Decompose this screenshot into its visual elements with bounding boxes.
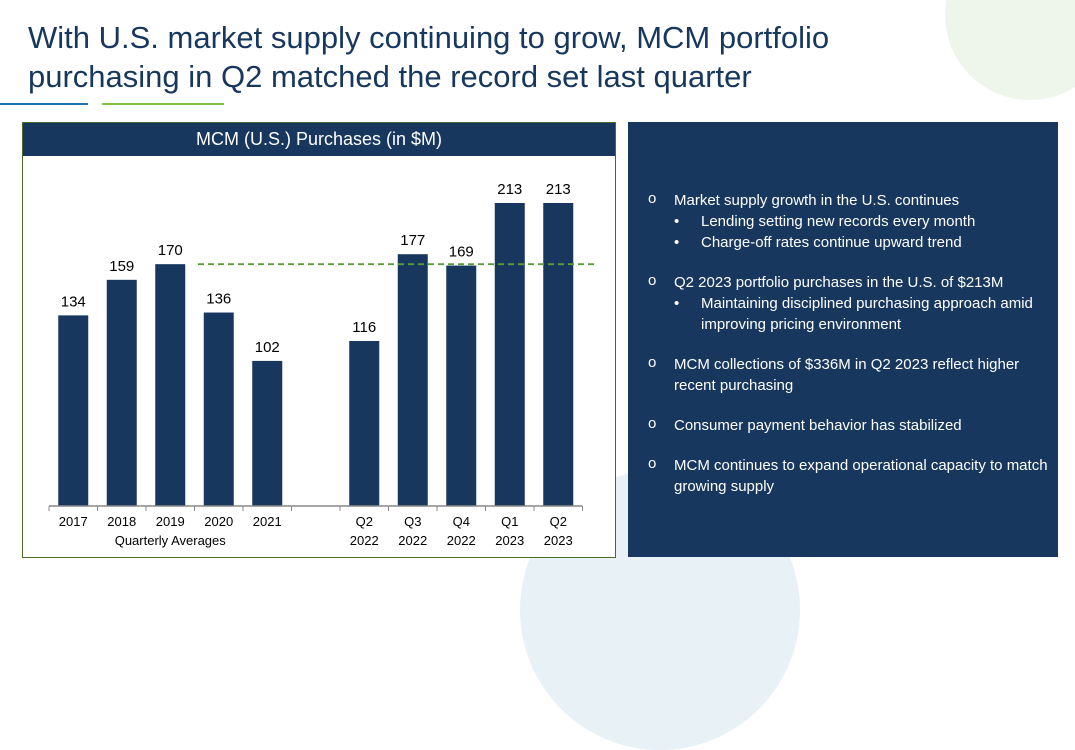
bullet-text: Q2 2023 portfolio purchases in the U.S. … xyxy=(674,274,1004,291)
sub-bullet: • Charge-off rates continue upward trend xyxy=(674,232,1034,253)
bar xyxy=(58,315,89,506)
data-label: 116 xyxy=(352,319,376,336)
data-label: 102 xyxy=(255,339,280,356)
tick-label: 2017 xyxy=(59,514,88,529)
page-title: With U.S. market supply continuing to gr… xyxy=(28,20,830,94)
bullet-dot-icon: • xyxy=(674,234,680,251)
bar xyxy=(106,279,137,506)
bullet-text: MCM collections of $336M in Q2 2023 refl… xyxy=(674,356,1020,394)
bullet-item: o Q2 2023 portfolio purchases in the U.S.… xyxy=(648,272,1054,335)
decorative-circle xyxy=(945,0,1075,100)
tick-label: 2023 xyxy=(495,533,524,548)
group-label: Quarterly Averages xyxy=(115,533,227,548)
bullet-dot-icon: • xyxy=(674,295,680,312)
tick-label: Q2 xyxy=(356,514,373,529)
bar xyxy=(543,203,574,506)
tick-label: 2020 xyxy=(204,514,233,529)
tick-label: 2018 xyxy=(107,514,136,529)
tick-label: Q2 xyxy=(550,514,567,529)
data-label: 134 xyxy=(61,293,86,310)
sub-bullet: • Lending setting new records every month xyxy=(674,211,1034,232)
circle-bullet-icon: o xyxy=(648,190,657,207)
circle-bullet-icon: o xyxy=(648,455,657,472)
circle-bullet-icon: o xyxy=(648,354,657,371)
circle-bullet-icon: o xyxy=(648,415,657,432)
bar xyxy=(397,254,428,506)
bullet-item: o Consumer payment behavior has stabilize… xyxy=(648,415,1054,436)
bullet-dot-icon: • xyxy=(674,213,680,230)
bar xyxy=(494,203,525,506)
bar-chart: 134 2017 159 2018 170 2019 136 2020 102 2021 116 Q2… xyxy=(48,181,596,548)
tick-label: 2022 xyxy=(398,533,427,548)
title-underline-blue xyxy=(0,103,88,105)
data-label: 177 xyxy=(400,232,425,249)
sub-bullet-text: Lending setting new records every month xyxy=(701,213,976,230)
bar xyxy=(446,265,477,506)
tick-label: 2023 xyxy=(544,533,573,548)
tick-label: Q4 xyxy=(453,514,470,529)
data-label: 159 xyxy=(109,258,134,275)
bullet-item: o MCM collections of $336M in Q2 2023 ref… xyxy=(648,354,1054,396)
sub-bullet-text: Charge-off rates continue upward trend xyxy=(701,234,962,251)
tick-label: 2021 xyxy=(253,514,282,529)
data-label: 169 xyxy=(449,244,474,261)
summary-panel: o Market supply growth in the U.S. contin… xyxy=(628,122,1058,557)
bullet-item: o MCM continues to expand operational cap… xyxy=(648,455,1054,497)
bullet-text: Consumer payment behavior has stabilized xyxy=(674,417,962,434)
bar xyxy=(155,264,186,506)
title-underline-green xyxy=(102,103,224,105)
bar xyxy=(203,312,234,506)
bar xyxy=(349,340,380,506)
bullet-item: o Market supply growth in the U.S. contin… xyxy=(648,190,1054,253)
sub-bullet-text: Maintaining disciplined purchasing appro… xyxy=(701,295,1033,333)
chart-box: 134 2017 159 2018 170 2019 136 2020 102 2021 116 Q2… xyxy=(22,122,616,558)
bullet-text: Market supply growth in the U.S. continu… xyxy=(674,192,960,209)
tick-label: 2022 xyxy=(447,533,476,548)
data-label: 136 xyxy=(206,291,231,308)
chart-title: MCM (U.S.) Purchases (in $M) xyxy=(23,123,615,156)
data-label: 213 xyxy=(546,181,571,198)
bar xyxy=(252,360,283,506)
data-label: 213 xyxy=(497,181,522,198)
bullet-text: MCM continues to expand operational capa… xyxy=(674,457,1048,495)
tick-label: Q3 xyxy=(404,514,421,529)
circle-bullet-icon: o xyxy=(648,272,657,289)
tick-label: 2022 xyxy=(350,533,379,548)
sub-bullet: • Maintaining disciplined purchasing appr… xyxy=(674,293,1034,335)
tick-label: Q1 xyxy=(501,514,518,529)
tick-label: 2019 xyxy=(156,514,185,529)
data-label: 170 xyxy=(158,242,183,259)
